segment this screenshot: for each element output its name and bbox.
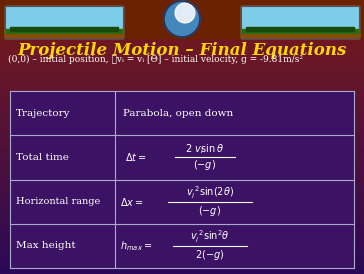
Bar: [0, 264, 364, 269]
Bar: [0, 201, 364, 206]
Bar: [0, 242, 364, 247]
Bar: [0, 255, 364, 260]
Bar: [10, 91, 354, 268]
Text: (0,0) – initial position, ⃗vᵢ = vᵢ [Θ] – initial velocity, g = -9.81m/s²: (0,0) – initial position, ⃗vᵢ = vᵢ [Θ] –…: [8, 55, 303, 64]
Bar: [0, 77, 364, 82]
Text: $2\ v_i\!\sin\theta$: $2\ v_i\!\sin\theta$: [185, 142, 225, 156]
Bar: [0, 164, 364, 169]
Text: $\Delta t =$: $\Delta t =$: [125, 151, 147, 163]
Bar: [0, 91, 364, 96]
Bar: [246, 27, 354, 31]
Text: Total time: Total time: [16, 153, 69, 162]
Bar: [5, 6, 123, 38]
Text: $(-g)$: $(-g)$: [193, 158, 217, 172]
Bar: [0, 223, 364, 228]
Bar: [0, 118, 364, 123]
Bar: [0, 22, 364, 27]
Circle shape: [175, 3, 195, 23]
Text: Parabola, open down: Parabola, open down: [123, 109, 233, 118]
Bar: [0, 150, 364, 155]
Text: $\Delta x =$: $\Delta x =$: [120, 196, 143, 208]
Bar: [0, 86, 364, 91]
Bar: [0, 127, 364, 132]
Bar: [0, 237, 364, 242]
Bar: [0, 196, 364, 201]
Bar: [0, 123, 364, 128]
Bar: [5, 30, 123, 38]
Text: $v_i^{\ 2}\sin^2\!\theta$: $v_i^{\ 2}\sin^2\!\theta$: [190, 229, 230, 245]
Bar: [0, 232, 364, 238]
Text: $2(-g)$: $2(-g)$: [195, 248, 225, 262]
Bar: [0, 105, 364, 110]
Bar: [0, 246, 364, 251]
Bar: [0, 109, 364, 114]
Bar: [0, 219, 364, 224]
Bar: [0, 191, 364, 196]
Bar: [0, 114, 364, 119]
Bar: [241, 30, 359, 38]
Bar: [0, 4, 364, 9]
Bar: [0, 178, 364, 183]
Bar: [241, 29, 359, 33]
Bar: [0, 59, 364, 64]
Text: Max height: Max height: [16, 241, 76, 250]
Bar: [0, 50, 364, 55]
Text: Projectile Motion – Final Equations: Projectile Motion – Final Equations: [17, 42, 347, 59]
Bar: [0, 136, 364, 142]
Bar: [0, 9, 364, 14]
Bar: [0, 269, 364, 274]
Bar: [0, 41, 364, 46]
Bar: [0, 155, 364, 160]
Bar: [0, 159, 364, 164]
Text: Trajectory: Trajectory: [16, 109, 71, 118]
Bar: [0, 68, 364, 73]
Bar: [0, 187, 364, 192]
Bar: [0, 141, 364, 146]
Bar: [0, 132, 364, 137]
Bar: [0, 45, 364, 50]
Bar: [0, 95, 364, 101]
Bar: [0, 0, 364, 38]
Bar: [0, 13, 364, 18]
Bar: [0, 205, 364, 210]
Bar: [0, 146, 364, 151]
Text: $(-g)$: $(-g)$: [198, 204, 222, 218]
Bar: [241, 6, 359, 38]
Bar: [0, 54, 364, 59]
Bar: [0, 27, 364, 32]
Text: Horizontal range: Horizontal range: [16, 197, 100, 206]
Bar: [0, 73, 364, 78]
Text: $v_i^{\ 2}\sin(2\theta)$: $v_i^{\ 2}\sin(2\theta)$: [186, 184, 234, 201]
Bar: [0, 173, 364, 178]
Bar: [0, 0, 364, 5]
Bar: [0, 251, 364, 256]
Bar: [5, 29, 123, 33]
Bar: [0, 260, 364, 265]
Bar: [0, 18, 364, 23]
Bar: [0, 100, 364, 105]
Bar: [0, 36, 364, 41]
Bar: [0, 169, 364, 173]
Circle shape: [164, 1, 200, 37]
Bar: [0, 214, 364, 219]
Text: $h_{max} =$: $h_{max} =$: [120, 239, 153, 253]
Bar: [0, 182, 364, 187]
Bar: [10, 27, 118, 31]
Bar: [0, 32, 364, 36]
Bar: [0, 82, 364, 87]
Bar: [0, 210, 364, 215]
Bar: [0, 228, 364, 233]
Bar: [0, 64, 364, 68]
